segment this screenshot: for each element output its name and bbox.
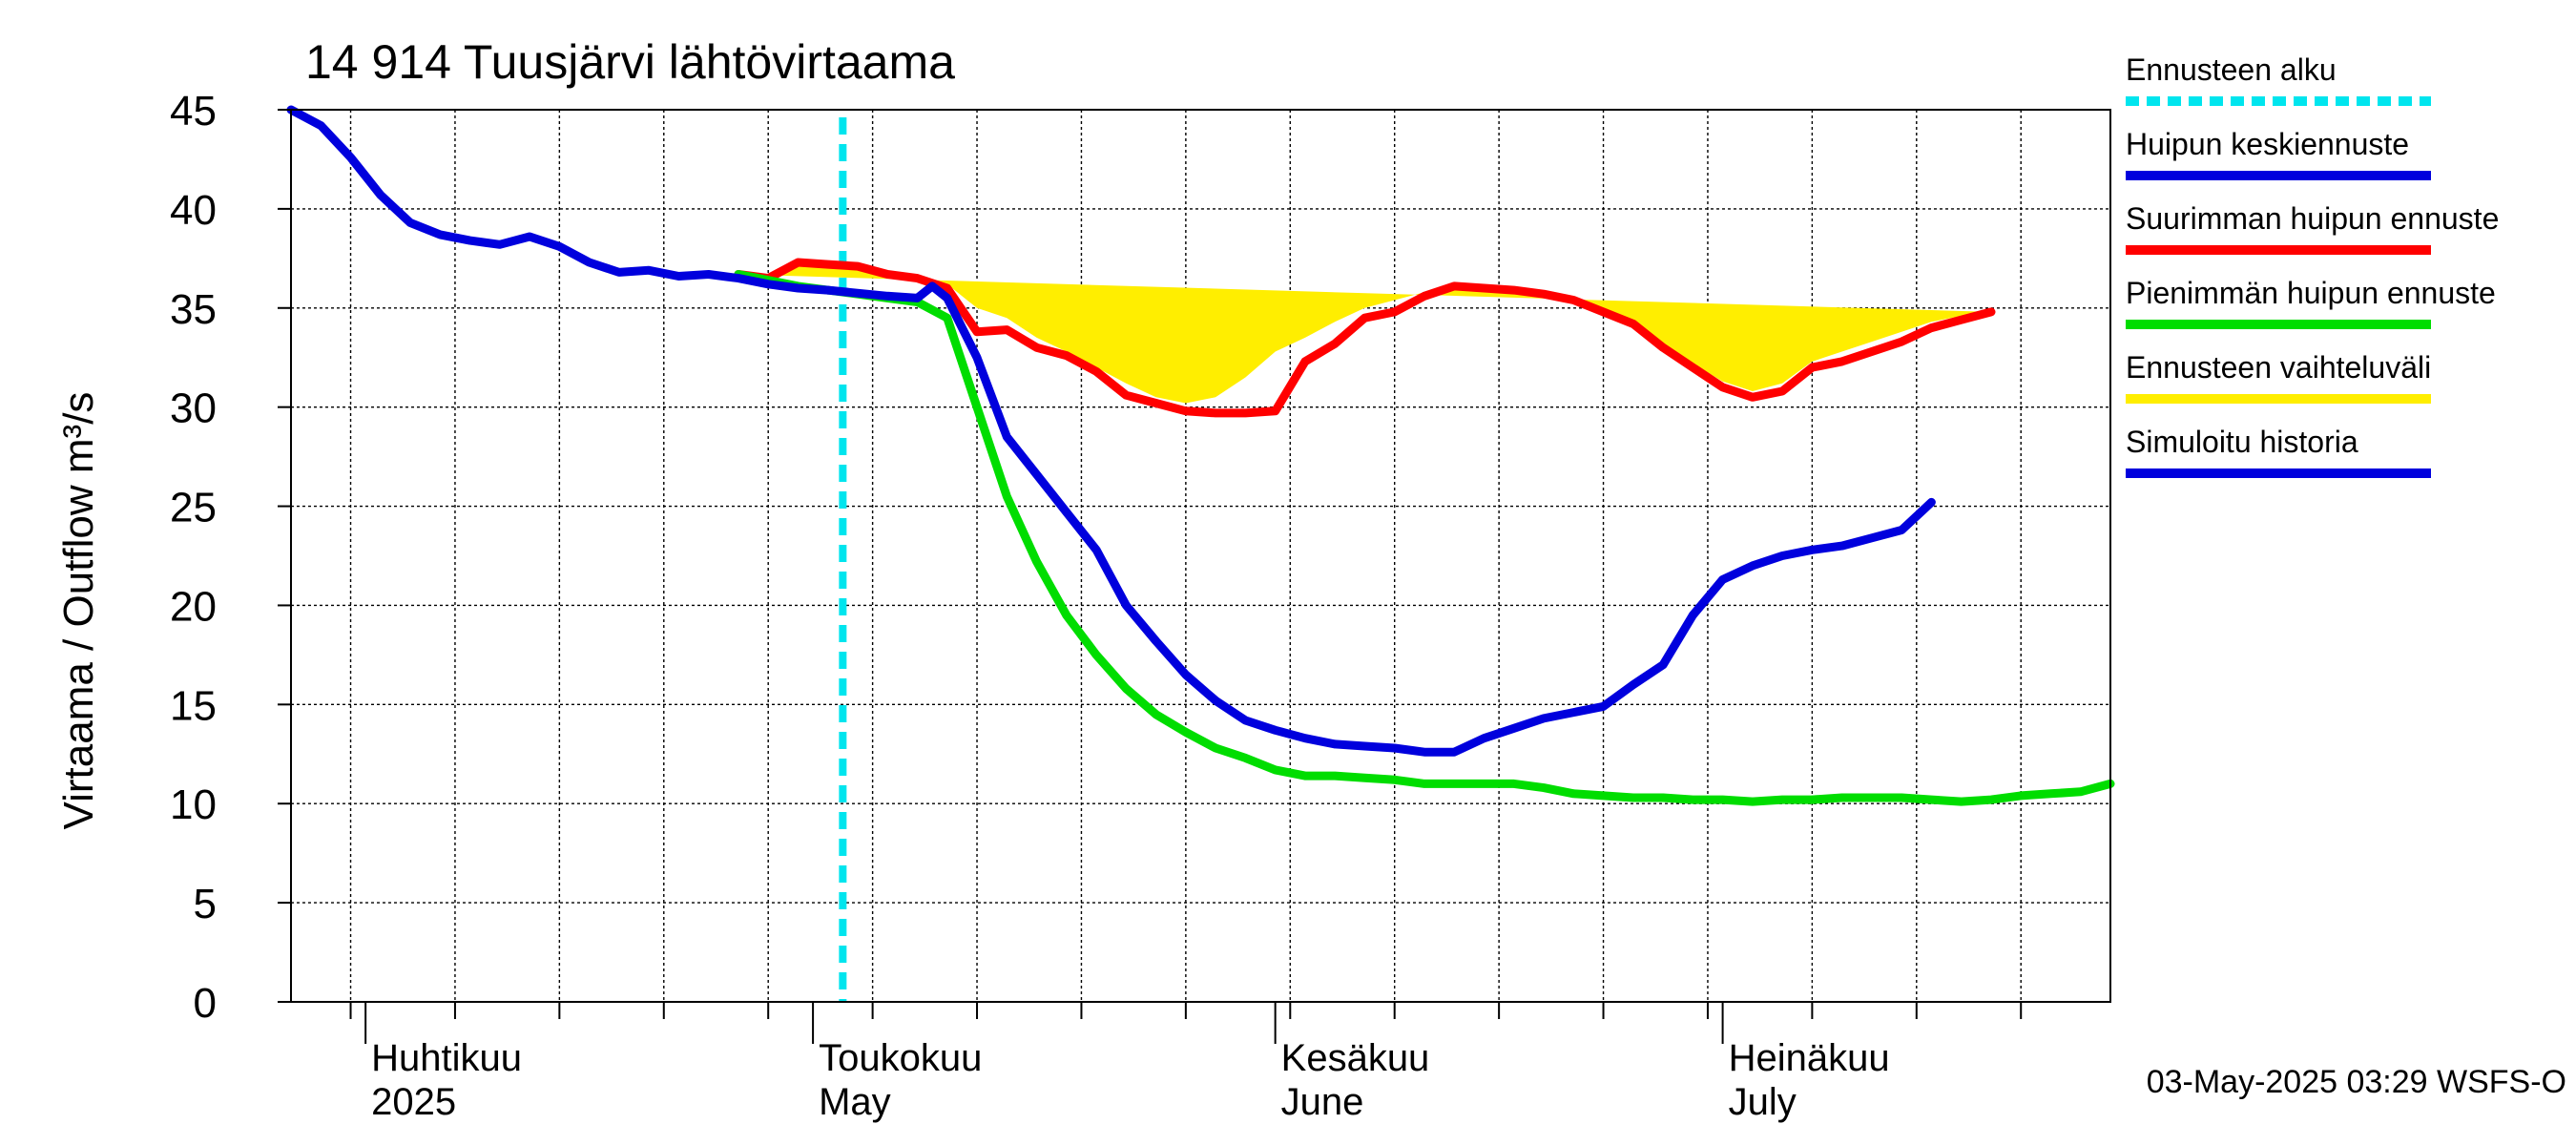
forecast-range-band (737, 262, 1991, 404)
month-label: Huhtikuu (371, 1037, 522, 1079)
month-label-secondary: July (1729, 1081, 1797, 1123)
month-label: Heinäkuu (1729, 1037, 1890, 1079)
legend-label: Simuloitu historia (2126, 425, 2358, 459)
footer-timestamp: 03-May-2025 03:29 WSFS-O (2147, 1064, 2566, 1100)
grid-layer (291, 110, 2110, 1002)
y-axis-label: Virtaama / Outflow m³/s (55, 392, 102, 830)
series-line-pienimm-n-huipun-ennuste (734, 270, 2115, 806)
month-label-secondary: 2025 (371, 1081, 456, 1123)
month-label: Kesäkuu (1281, 1037, 1430, 1079)
band-layer (737, 262, 1991, 404)
y-tick-label: 30 (170, 385, 217, 432)
series-line-simuloitu-historia (286, 105, 833, 295)
y-tick-label: 35 (170, 286, 217, 333)
plot-frame (290, 109, 2111, 1003)
chart-title: 14 914 Tuusjärvi lähtövirtaama (305, 35, 955, 89)
y-tick-label: 0 (194, 980, 217, 1027)
y-tick-label: 45 (170, 88, 217, 135)
legend-layer: Ennusteen alku Huipun keskiennuste Suurimm… (2126, 52, 2499, 478)
y-tick-label: 40 (170, 187, 217, 234)
legend-label: Ennusteen alku (2126, 52, 2337, 87)
legend-label: Suurimman huipun ennuste (2126, 201, 2499, 236)
month-label-secondary: June (1281, 1081, 1364, 1123)
y-tick-label: 25 (170, 485, 217, 531)
y-tick-label: 15 (170, 682, 217, 729)
y-tick-label: 20 (170, 583, 217, 630)
series-layer (286, 105, 2115, 1002)
month-label: Toukokuu (819, 1037, 982, 1079)
legend-label: Pienimmän huipun ennuste (2126, 276, 2496, 310)
series-line-huipun-keskiennuste (823, 281, 1936, 757)
y-tick-label: 10 (170, 781, 217, 828)
month-label-secondary: May (819, 1081, 891, 1123)
legend-label: Huipun keskiennuste (2126, 127, 2409, 161)
axes-layer: 051015202530354045Huhtikuu2025ToukokuuMa… (170, 88, 2111, 1123)
legend-label: Ennusteen vaihteluväli (2126, 350, 2431, 385)
series-line-suurimman-huipun-ennuste (734, 258, 1996, 418)
y-tick-label: 5 (194, 881, 217, 927)
